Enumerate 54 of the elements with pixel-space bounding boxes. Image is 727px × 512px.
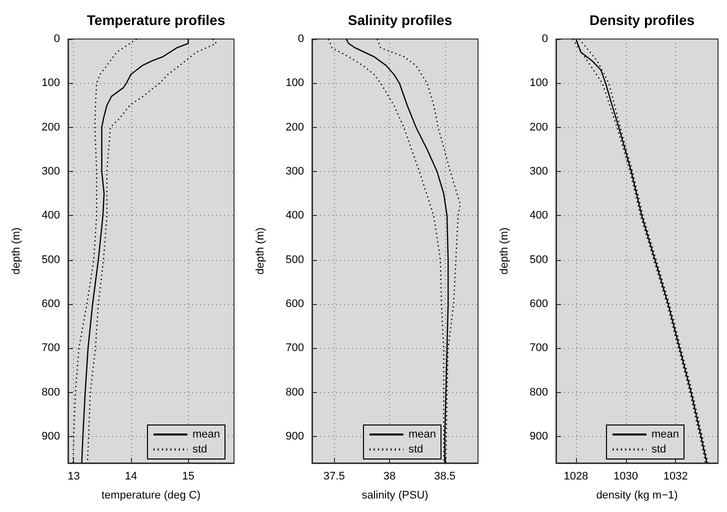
y-tick-label: 900 — [286, 430, 304, 442]
x-tick-label: 1032 — [663, 470, 688, 482]
y-tick-label: 700 — [286, 342, 304, 354]
chart-title: Density profiles — [589, 12, 695, 28]
legend-label: std — [192, 444, 208, 456]
y-tick-label: 700 — [42, 342, 60, 354]
y-tick-label: 600 — [286, 298, 304, 310]
x-tick-label: 1030 — [614, 470, 638, 482]
y-tick-label: 200 — [286, 121, 304, 134]
x-tick-label: 38.5 — [434, 470, 456, 482]
legend-label: std — [408, 444, 424, 456]
y-tick-label: 300 — [42, 166, 60, 178]
chart-title: Salinity profiles — [348, 12, 452, 28]
y-tick-label: 500 — [286, 254, 304, 266]
y-axis-title: depth (m) — [254, 227, 266, 275]
y-tick-label: 600 — [42, 298, 60, 310]
x-axis-title: temperature (deg C) — [101, 490, 201, 502]
x-tick-label: 37.5 — [323, 470, 345, 482]
y-axis-title: depth (m) — [498, 227, 510, 275]
x-tick-label: 1028 — [564, 470, 588, 482]
y-tick-label: 300 — [530, 166, 548, 178]
legend-label: mean — [651, 428, 680, 440]
y-tick-label: 500 — [42, 254, 60, 266]
x-tick-label: 38 — [383, 470, 396, 482]
y-tick-label: 200 — [42, 121, 60, 134]
y-tick-label: 800 — [530, 386, 548, 398]
legend-label: mean — [192, 428, 220, 440]
y-tick-label: 900 — [530, 430, 548, 442]
y-tick-label: 300 — [286, 166, 304, 178]
legend-label: std — [651, 444, 666, 456]
chart-title: Temperature profiles — [86, 12, 226, 28]
x-axis-title: density (kg m−1) — [596, 490, 678, 502]
x-tick-label: 15 — [182, 470, 194, 482]
y-tick-label: 800 — [286, 386, 304, 398]
y-tick-label: 0 — [298, 33, 304, 45]
y-tick-label: 700 — [530, 342, 548, 354]
x-tick-label: 13 — [68, 470, 80, 482]
y-tick-label: 900 — [42, 430, 60, 442]
y-tick-label: 0 — [54, 33, 60, 45]
y-axis-title: depth (m) — [10, 227, 22, 275]
y-tick-label: 500 — [530, 254, 548, 266]
y-tick-label: 100 — [530, 77, 548, 90]
y-tick-label: 400 — [286, 210, 304, 222]
y-tick-label: 400 — [42, 210, 60, 222]
y-tick-label: 200 — [530, 121, 548, 134]
y-tick-label: 100 — [286, 77, 304, 90]
legend-label: mean — [408, 428, 436, 440]
x-tick-label: 14 — [124, 470, 138, 482]
y-tick-label: 100 — [42, 77, 60, 90]
y-tick-label: 600 — [530, 298, 548, 310]
y-tick-label: 0 — [542, 33, 548, 45]
y-tick-label: 800 — [42, 386, 60, 398]
y-tick-label: 400 — [530, 210, 548, 222]
x-axis-title: salinity (PSU) — [362, 490, 428, 502]
